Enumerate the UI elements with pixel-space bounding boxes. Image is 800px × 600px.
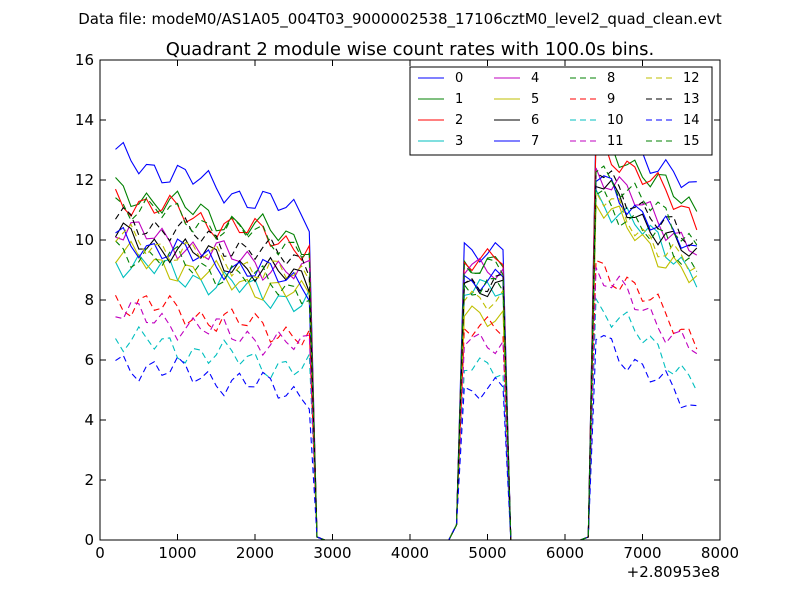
- x-tick-label: 6000: [546, 544, 584, 562]
- y-tick-label: 4: [84, 411, 94, 429]
- y-tick-label: 10: [75, 231, 94, 249]
- x-tick-label: 7000: [623, 544, 661, 562]
- legend-label-0: 0: [455, 71, 463, 86]
- x-offset-label: +2.80953e8: [627, 563, 720, 581]
- legend-label-4: 4: [531, 71, 539, 86]
- chart-suptitle: Data file: modeM0/AS1A05_004T03_90000025…: [78, 10, 722, 29]
- legend-label-2: 2: [455, 113, 463, 128]
- x-tick-label: 2000: [236, 544, 274, 562]
- legend-label-13: 13: [683, 92, 700, 107]
- x-tick-label: 1000: [158, 544, 196, 562]
- series-line-14: [115, 334, 697, 541]
- legend-label-5: 5: [531, 92, 539, 107]
- legend-label-7: 7: [531, 134, 539, 149]
- legend-label-6: 6: [531, 113, 539, 128]
- y-tick-label: 14: [75, 111, 94, 129]
- legend-label-10: 10: [607, 113, 624, 128]
- x-tick-label: 3000: [313, 544, 351, 562]
- legend-label-9: 9: [607, 92, 615, 107]
- y-tick-label: 2: [84, 471, 94, 489]
- legend-label-1: 1: [455, 92, 463, 107]
- chart-title: Quadrant 2 module wise count rates with …: [166, 39, 655, 60]
- legend-label-8: 8: [607, 71, 615, 86]
- y-tick-label: 8: [84, 291, 94, 309]
- series-line-8: [115, 188, 698, 541]
- y-tick-label: 16: [75, 51, 94, 69]
- x-tick-label: 0: [95, 544, 105, 562]
- x-tick-label: 8000: [701, 544, 739, 562]
- series-line-12: [115, 189, 698, 541]
- x-tick-label: 4000: [391, 544, 429, 562]
- x-tick-label: 5000: [468, 544, 506, 562]
- legend-box: [409, 66, 713, 156]
- series-line-11: [115, 267, 698, 541]
- legend-label-3: 3: [455, 134, 463, 149]
- y-tick-label: 0: [84, 531, 94, 549]
- legend-label-14: 14: [683, 113, 700, 128]
- y-tick-label: 12: [75, 171, 94, 189]
- y-tick-label: 6: [84, 351, 94, 369]
- legend-label-11: 11: [607, 134, 624, 149]
- legend-label-12: 12: [683, 71, 700, 86]
- legend-label-15: 15: [683, 134, 700, 149]
- ticks-layer: 0 1000 2000 3000 4000 5000 6000 7000 80000246810…: [75, 51, 739, 562]
